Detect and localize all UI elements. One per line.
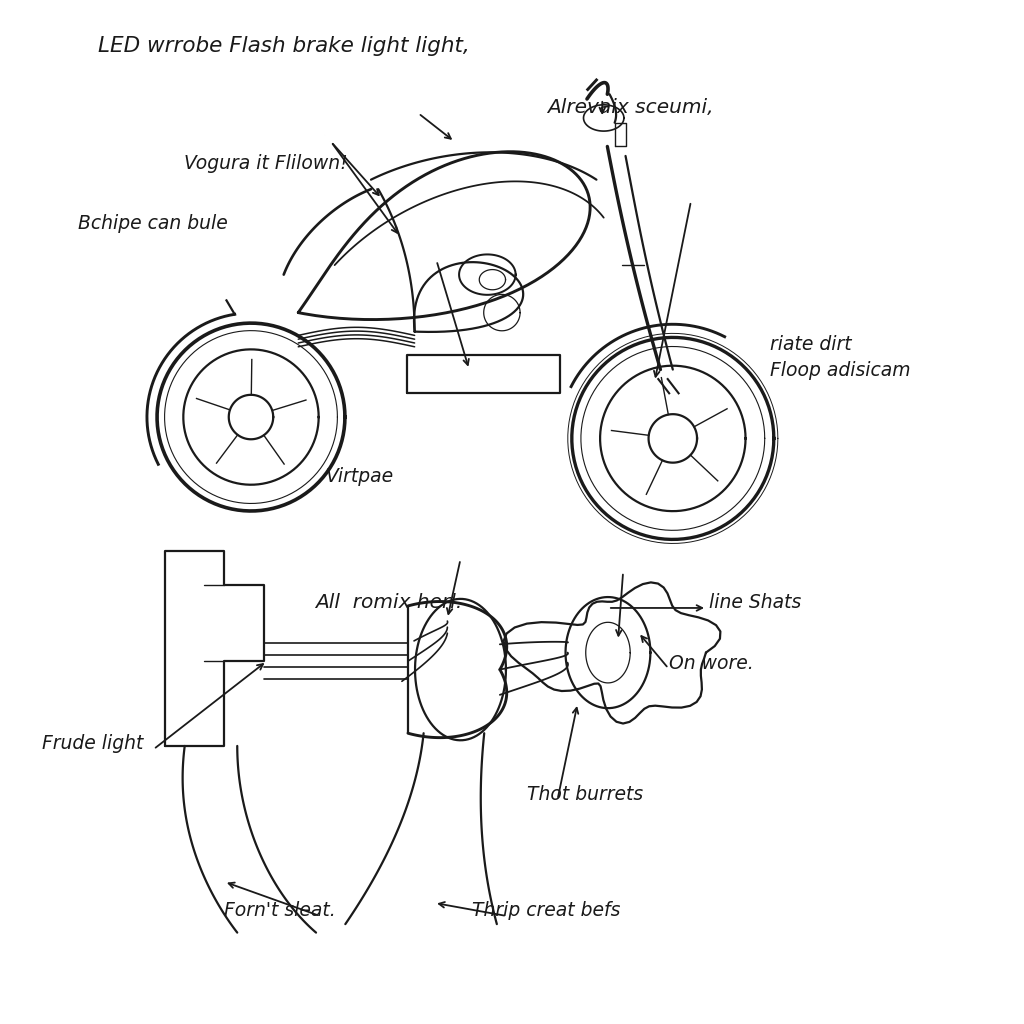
Text: Virtpae: Virtpae — [326, 467, 393, 485]
Text: Bchipe can bule: Bchipe can bule — [78, 214, 227, 233]
Text: Forn't sleat.: Forn't sleat. — [224, 901, 336, 920]
Text: line Shats: line Shats — [709, 593, 801, 612]
Text: riate dirt: riate dirt — [770, 336, 851, 354]
Text: All  romix herl.: All romix herl. — [315, 593, 462, 612]
Text: Thrip creat befs: Thrip creat befs — [472, 901, 620, 920]
Text: Floop adisicam: Floop adisicam — [770, 360, 910, 380]
Text: Thot burrets: Thot burrets — [527, 784, 643, 804]
Text: Vogura it Flilown!: Vogura it Flilown! — [183, 154, 347, 173]
Text: On wore.: On wore. — [669, 653, 754, 673]
Text: Frude light: Frude light — [42, 734, 143, 754]
Text: LED wrrobe Flash brake light light,: LED wrrobe Flash brake light light, — [98, 37, 470, 56]
Text: Alrevaix sceumi,: Alrevaix sceumi, — [548, 98, 714, 117]
